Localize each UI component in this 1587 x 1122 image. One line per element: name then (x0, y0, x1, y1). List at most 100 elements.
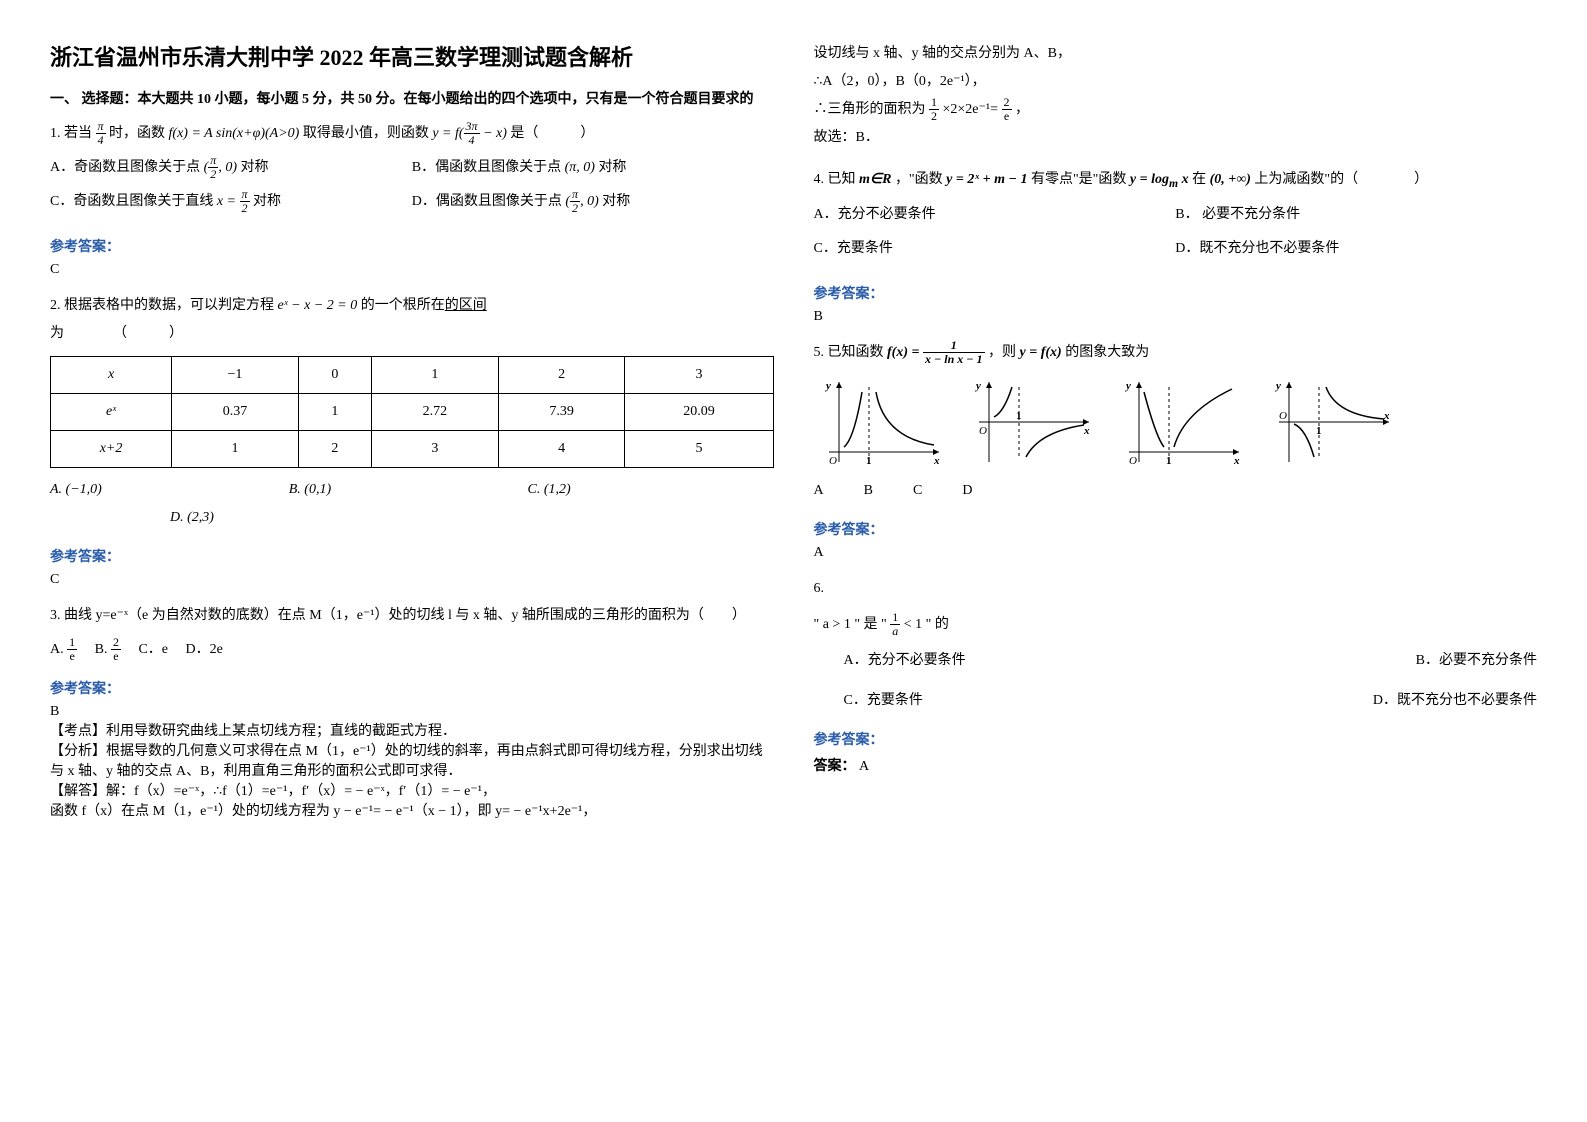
q2-optB: B. (0,1) (289, 476, 528, 504)
q3-options: A. 1e B. 2e C．e D．2e (50, 636, 774, 664)
q1-t2: 时，函数 (109, 126, 165, 141)
svg-text:1: 1 (1166, 455, 1172, 467)
q4-m1: m∈R (859, 172, 891, 187)
q3-optA-d: e (67, 650, 77, 663)
q1-optA: A．奇函数且图像关于点 (π2, 0) 对称 (50, 154, 412, 182)
right-column: 设切线与 x 轴、y 轴的交点分别为 A、B， ∴A（2，0），B（0，2e⁻¹… (814, 40, 1538, 1082)
cell: eˣ (51, 394, 172, 431)
cell: x+2 (51, 431, 172, 468)
answer-4: B (814, 309, 1538, 325)
q2-optC: C. (1,2) (528, 476, 767, 504)
cell: 2 (498, 357, 625, 394)
left-column: 浙江省温州市乐清大荆中学 2022 年高三数学理测试题含解析 一、 选择题：本大… (50, 40, 774, 1082)
answer-5: A (814, 545, 1538, 561)
svg-text:1: 1 (1016, 410, 1022, 422)
q4-s5: 上为减函数"的（ ） (1254, 172, 1428, 187)
q6-optA: A．充分不必要条件 (844, 647, 966, 675)
cell: 3 (625, 357, 773, 394)
question-3: 3. 曲线 y=e⁻ˣ（e 为自然对数的底数）在点 M（1，e⁻¹）处的切线 l… (50, 602, 774, 664)
cell: 0.37 (172, 394, 299, 431)
q6-row1: A．充分不必要条件 B．必要不充分条件 (814, 647, 1538, 675)
q5-C: C (913, 477, 922, 505)
q6-optC: C．充要条件 (844, 687, 923, 715)
cell: −1 (172, 357, 299, 394)
answer-label-2: 参考答案： (50, 546, 774, 566)
a3-l2: 【分析】根据导数的几何意义可求得在点 M（1，e⁻¹）处的切线的斜率，再由点斜式… (50, 740, 774, 780)
a3-l6: ∴A（2，0），B（0，2e⁻¹）， (814, 68, 1538, 96)
q1-optD: D．偶函数且图像关于点 (π2, 0) 对称 (412, 188, 774, 216)
graph-b: O 1 x y (964, 377, 1094, 467)
cell: 1 (298, 394, 371, 431)
a3-l7: ∴三角形的面积为 12 ×2×2e⁻¹= 2e ， (814, 96, 1538, 124)
a3-l5: 设切线与 x 轴、y 轴的交点分别为 A、B， (814, 40, 1538, 68)
q2-math: eˣ − x − 2 = 0 (278, 298, 358, 313)
question-2: 2. 根据表格中的数据，可以判定方程 eˣ − x − 2 = 0 的一个根所在… (50, 292, 774, 532)
q5-s3: 的图象大致为 (1065, 345, 1149, 360)
a3-l3: 【解答】解：f（x）=e⁻ˣ，∴f（1）=e⁻¹，f′（x）= − e⁻ˣ，f′… (50, 780, 774, 800)
q1-m2: f(x) = A sin(x+φ)(A>0) (169, 126, 303, 141)
question-4: 4. 已知 m∈R ，"函数 y = 2ˣ + m − 1 有零点"是"函数 y… (814, 166, 1538, 269)
q3-stem: 3. 曲线 y=e⁻ˣ（e 为自然对数的底数）在点 M（1，e⁻¹）处的切线 l… (50, 608, 746, 623)
a3-l7-mid: ×2×2e⁻¹= (943, 102, 999, 117)
answer-1: C (50, 262, 774, 278)
svg-text:x: x (1383, 410, 1390, 422)
q4-s4: 在 (1192, 172, 1206, 187)
q1-optA-t: A．奇函数且图像关于点 (50, 160, 200, 175)
q2-u: 的区间 (445, 298, 487, 313)
table-row: x+2 1 2 3 4 5 (51, 431, 774, 468)
q1-optC-e: 对称 (253, 194, 281, 209)
q2-stem: 2. 根据表格中的数据，可以判定方程 (50, 298, 274, 313)
q6-num: 6. (814, 575, 1538, 603)
svg-text:y: y (824, 380, 831, 392)
answer-6: 答案： A (814, 755, 1538, 775)
answer-label-3: 参考答案： (50, 678, 774, 698)
answer-label-5: 参考答案： (814, 519, 1538, 539)
a3-l8: 故选：B． (814, 124, 1538, 152)
answer-label-6: 参考答案： (814, 729, 1538, 749)
answer-2: C (50, 572, 774, 588)
svg-text:O: O (1279, 410, 1287, 422)
q6-s2: < 1 " 的 (904, 617, 949, 632)
a3-l4: 函数 f（x）在点 M（1，e⁻¹）处的切线方程为 y − e⁻¹= − e⁻¹… (50, 800, 774, 820)
q1-stem: 1. 若当 π4 时，函数 f(x) = A sin(x+φ)(A>0) 取得最… (50, 126, 594, 141)
table-row: eˣ 0.37 1 2.72 7.39 20.09 (51, 394, 774, 431)
q4-m2: y = 2ˣ + m − 1 (946, 172, 1027, 187)
q5-B: B (864, 477, 873, 505)
graph-a: O 1 x y (814, 377, 944, 467)
svg-text:1: 1 (866, 455, 872, 467)
svg-text:x: x (1233, 455, 1240, 467)
q6-row2: C．充要条件 D．既不充分也不必要条件 (814, 687, 1538, 715)
q3-optB-n: 2 (111, 636, 121, 650)
answer-label-1: 参考答案： (50, 236, 774, 256)
cell: 1 (172, 431, 299, 468)
q1-optB-m: (π, 0) (565, 160, 595, 175)
q1-t1: 1. 若当 (50, 126, 92, 141)
q2-optA: A. (−1,0) (50, 476, 289, 504)
q4-optC: C．充要条件 (814, 235, 1176, 263)
svg-text:O: O (979, 425, 987, 437)
q1-t3: 取得最小值，则函数 (303, 126, 429, 141)
cell: 2 (298, 431, 371, 468)
cell: 4 (498, 431, 625, 468)
cell: 2.72 (372, 394, 499, 431)
cell: 20.09 (625, 394, 773, 431)
a3-l7-end: ， (1015, 102, 1029, 117)
q1-optA-e: 对称 (240, 160, 268, 175)
q5-A: A (814, 477, 824, 505)
svg-text:O: O (1129, 455, 1137, 467)
svg-text:x: x (933, 455, 940, 467)
q1-t4: 是（ ） (510, 126, 594, 141)
question-5: 5. 已知函数 f(x) = 1x − ln x − 1 ，则 y = f(x)… (814, 339, 1538, 505)
q6-optB: B．必要不充分条件 (1416, 647, 1537, 675)
q1-optD-t: D．偶函数且图像关于点 (412, 194, 562, 209)
q3-optB-d: e (111, 650, 121, 663)
a3-l1: 【考点】利用导数研究曲线上某点切线方程；直线的截距式方程． (50, 720, 774, 740)
cell: 7.39 (498, 394, 625, 431)
cell: 0 (298, 357, 371, 394)
question-1: 1. 若当 π4 时，函数 f(x) = A sin(x+φ)(A>0) 取得最… (50, 120, 774, 222)
a3-l7-pre: ∴三角形的面积为 (814, 102, 926, 117)
q1-optB-t: B．偶函数且图像关于点 (412, 160, 561, 175)
q5-s1: 5. 已知函数 (814, 345, 884, 360)
q2-optD: D. (2,3) (170, 504, 774, 532)
q4-s2: ，"函数 (895, 172, 946, 187)
